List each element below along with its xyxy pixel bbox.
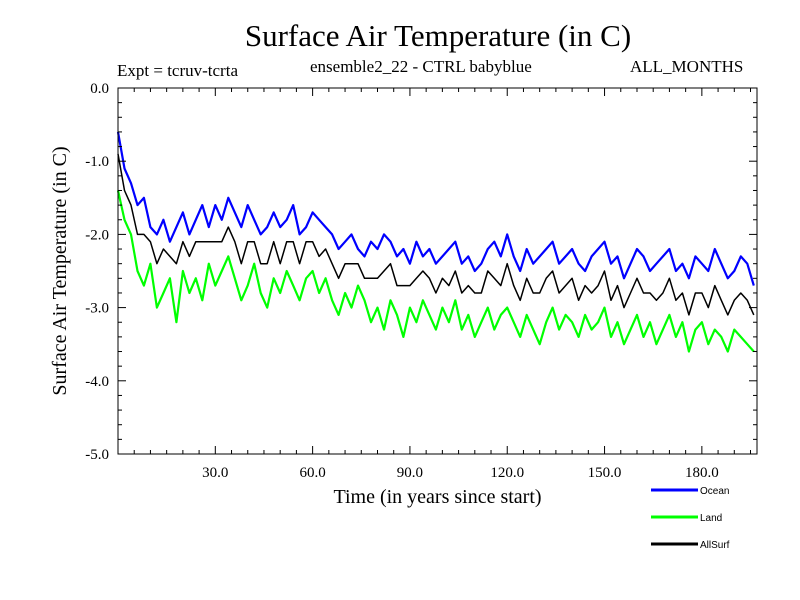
x-tick-label: 180.0	[685, 465, 719, 481]
x-axis-label: Time (in years since start)	[333, 486, 541, 508]
x-tick-label: 30.0	[202, 465, 228, 481]
x-tick-label: 60.0	[299, 465, 325, 481]
series-line-allsurf	[117, 153, 755, 316]
y-axis: 0.0 -1.0 -2.0 -3.0 -4.0 -5.0	[85, 81, 757, 463]
chart-title: Surface Air Temperature (in C)	[244, 18, 632, 53]
y-tick-label: -3.0	[85, 301, 109, 317]
x-tick-label: 120.0	[490, 465, 524, 481]
legend: Ocean Land AllSurf	[651, 486, 730, 551]
series-layer	[116, 131, 755, 353]
legend-label-ocean: Ocean	[700, 486, 729, 497]
months-label: ALL_MONTHS	[630, 57, 744, 76]
y-tick-label: -5.0	[85, 447, 109, 463]
y-axis-label: Surface Air Temperature (in C)	[49, 146, 71, 395]
y-tick-label: -1.0	[85, 154, 109, 170]
legend-label-land: Land	[700, 513, 722, 524]
x-tick-label: 90.0	[397, 465, 423, 481]
x-axis: 30.0 60.0 90.0 120.0 150.0 180.0	[133, 88, 752, 481]
plot-frame	[117, 87, 758, 455]
legend-label-allsurf: AllSurf	[700, 540, 730, 551]
series-line-ocean	[116, 131, 755, 286]
y-tick-label: 0.0	[90, 81, 109, 97]
x-tick-label: 150.0	[588, 465, 622, 481]
y-tick-label: -4.0	[85, 374, 109, 390]
ensemble-label: ensemble2_22 - CTRL babyblue	[310, 57, 532, 76]
experiment-label: Expt = tcruv-tcrta	[117, 61, 238, 80]
series-line-land	[116, 190, 755, 353]
y-tick-label: -2.0	[85, 227, 109, 243]
